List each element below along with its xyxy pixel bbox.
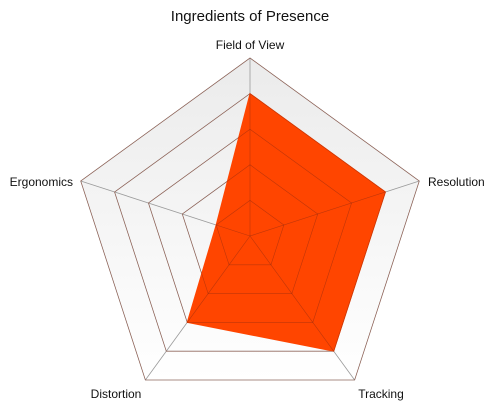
radar-series-layer <box>80 57 420 381</box>
axis-label-resolution: Resolution <box>428 175 485 189</box>
radar-overlay-ring <box>148 128 352 323</box>
axis-label-tracking: Tracking <box>358 387 404 401</box>
radar-overlay-ring <box>80 57 420 381</box>
radar-overlay-ring <box>114 93 386 352</box>
axis-label-distortion: Distortion <box>91 387 142 401</box>
radar-overlay-spoke <box>249 235 334 352</box>
radar-overlay-spoke <box>186 235 251 323</box>
radar-overlay-ring <box>215 200 285 266</box>
chart-title: Ingredients of Presence <box>171 8 329 25</box>
axis-label-field-of-view: Field of View <box>216 38 285 52</box>
radar-overlay-spoke <box>216 224 251 237</box>
radar-overlay-ring <box>181 164 319 294</box>
radar-overlay-spoke <box>249 191 386 237</box>
axis-label-ergonomics: Ergonomics <box>10 175 73 189</box>
